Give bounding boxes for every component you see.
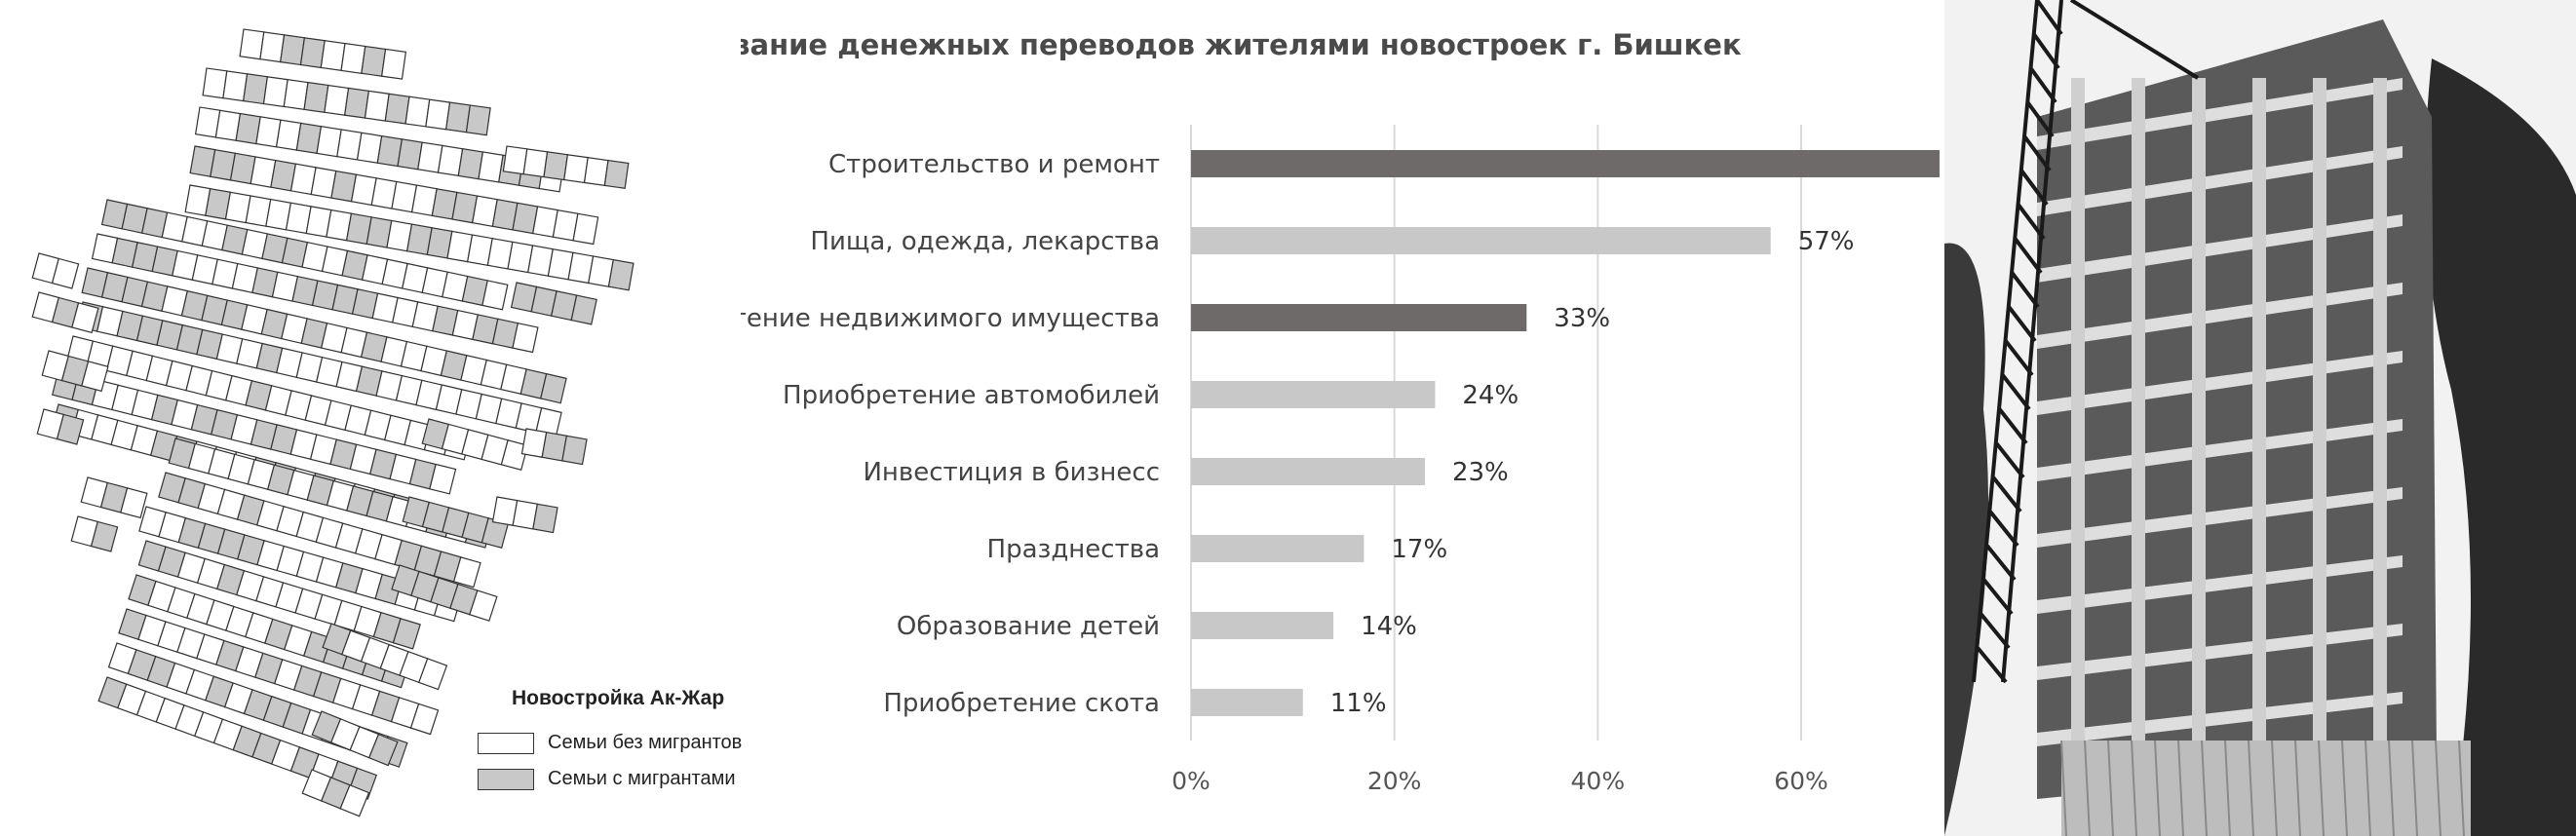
bar: [1191, 612, 1334, 639]
x-tick-label: 60%: [1774, 767, 1828, 795]
settlement-map: Новостройка Ак-Жар Семьи без мигрантов С…: [0, 0, 742, 836]
chart-title: Использование денежных переводов жителям…: [741, 28, 1742, 61]
building-floors: [2037, 78, 2403, 779]
category-label: Празднества: [987, 535, 1160, 564]
value-label: 17%: [1391, 535, 1447, 564]
map-legend: Новостройка Ак-Жар Семьи без мигрантов С…: [478, 687, 770, 804]
chart-svg: Использование денежных переводов жителям…: [741, 28, 1940, 795]
legend-label: Семьи без мигрантов: [548, 732, 743, 753]
value-label: 33%: [1554, 304, 1610, 333]
legend-item-with-migrants: Семьи с мигрантами: [478, 768, 770, 790]
bar: [1191, 304, 1527, 331]
value-label: 11%: [1330, 689, 1387, 718]
category-label: Приобретение автомобилей: [783, 381, 1160, 410]
settlement-map-drawing: [31, 28, 634, 817]
legend-swatch-gray: [478, 768, 534, 790]
x-tick-label: 20%: [1367, 767, 1422, 795]
legend-label: Семьи с мигрантами: [548, 768, 736, 789]
bar: [1191, 535, 1365, 562]
bar: [1191, 150, 1940, 177]
value-label: 14%: [1361, 612, 1417, 641]
category-label: Строительство и ремонт: [828, 150, 1160, 179]
category-label: Инвестиция в бизнесс: [863, 458, 1160, 487]
category-label: Пища, одежда, лекарства: [810, 227, 1160, 256]
legend-title: Новостройка Ак-Жар: [512, 687, 725, 709]
legend-item-no-migrants: Семьи без мигрантов: [478, 732, 770, 754]
crane: [1972, 0, 2200, 684]
legend-swatch-white: [478, 732, 534, 754]
construction-building-photo: [1944, 0, 2576, 836]
x-tick-label: 40%: [1571, 767, 1626, 795]
bar: [1191, 381, 1436, 408]
building-photo-drawing: [1944, 0, 2576, 836]
value-label: 23%: [1452, 458, 1509, 487]
map-parcels: [31, 28, 634, 817]
category-label: Образование детей: [897, 612, 1160, 641]
remittance-chart: Использование денежных переводов жителям…: [741, 0, 1940, 836]
bar: [1191, 227, 1771, 254]
value-label: 24%: [1462, 381, 1519, 410]
bar: [1191, 689, 1303, 716]
x-tick-label: 0%: [1172, 767, 1211, 795]
value-label: 57%: [1798, 227, 1855, 256]
bar: [1191, 458, 1425, 485]
category-label: Приобретение скота: [883, 689, 1160, 718]
category-label: Приобретение недвижимого имущества: [741, 304, 1160, 333]
